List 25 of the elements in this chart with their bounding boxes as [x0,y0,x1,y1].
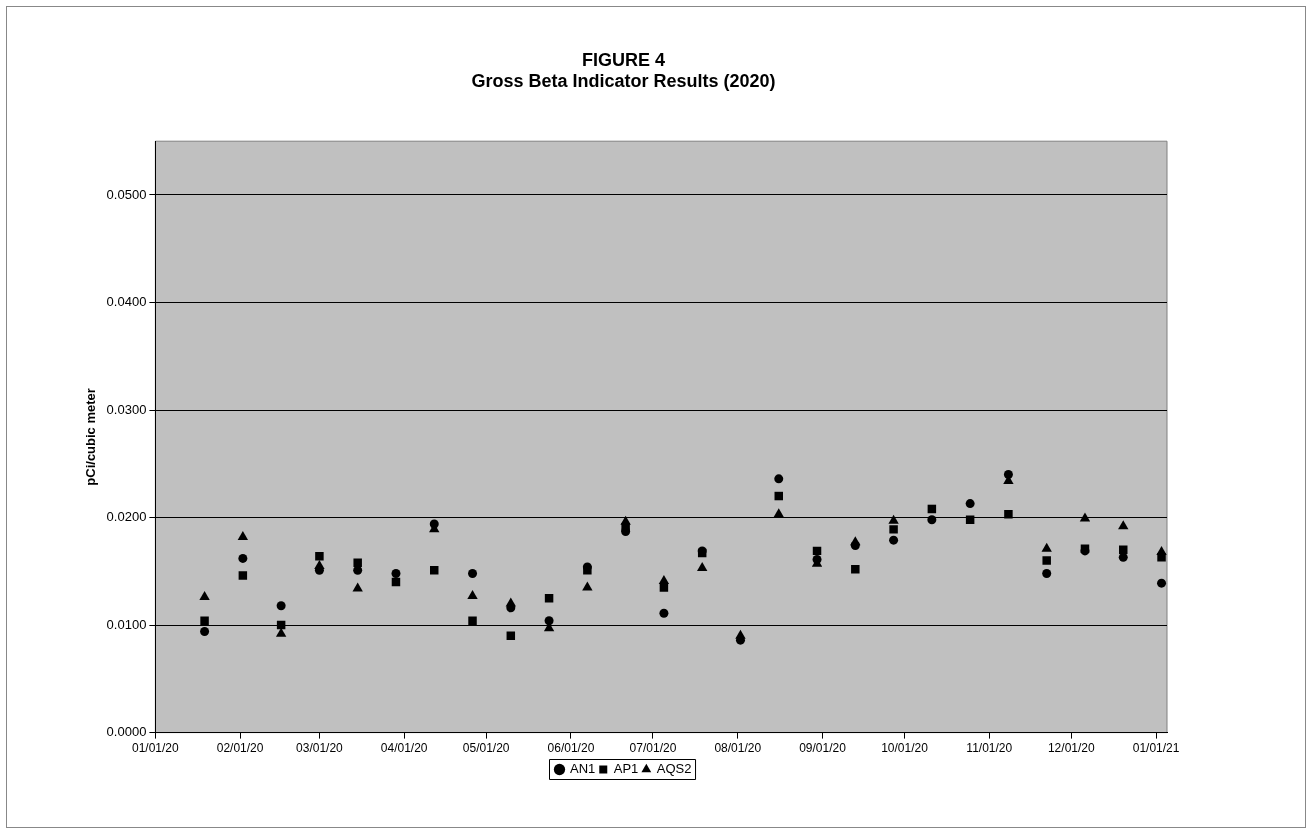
legend-label: AQS2 [656,761,692,777]
y-tick-label: 0.0300 [106,401,147,417]
x-tick-label: 03/01/20 [296,741,344,756]
legend-label: AP1 [613,761,639,777]
x-tick-label: 01/01/21 [1132,741,1180,756]
x-tick-label: 05/01/20 [462,741,510,756]
x-tick-label: 01/01/20 [132,741,180,756]
chart-subtitle: Gross Beta Indicator Results (2020) [471,71,776,92]
y-tick-label: 0.0500 [106,186,147,202]
x-tick-label: 04/01/20 [380,741,428,756]
y-axis-title: pCi/cubic meter [83,388,99,486]
legend-label: AN1 [569,761,596,777]
x-tick-label: 06/01/20 [547,741,595,756]
x-tick-label: 09/01/20 [799,741,847,756]
y-tick-label: 0.0000 [106,724,147,740]
x-tick-label: 12/01/20 [1047,741,1095,756]
y-tick-label: 0.0200 [106,509,147,525]
x-tick-label: 10/01/20 [881,741,929,756]
x-tick-label: 11/01/20 [966,741,1013,756]
y-tick-label: 0.0400 [106,294,147,310]
y-tick-label: 0.0100 [106,616,147,632]
x-tick-label: 02/01/20 [216,741,264,756]
x-tick-label: 07/01/20 [629,741,677,756]
chart-title: FIGURE 4 [581,49,666,70]
x-tick-label: 08/01/20 [714,741,762,756]
